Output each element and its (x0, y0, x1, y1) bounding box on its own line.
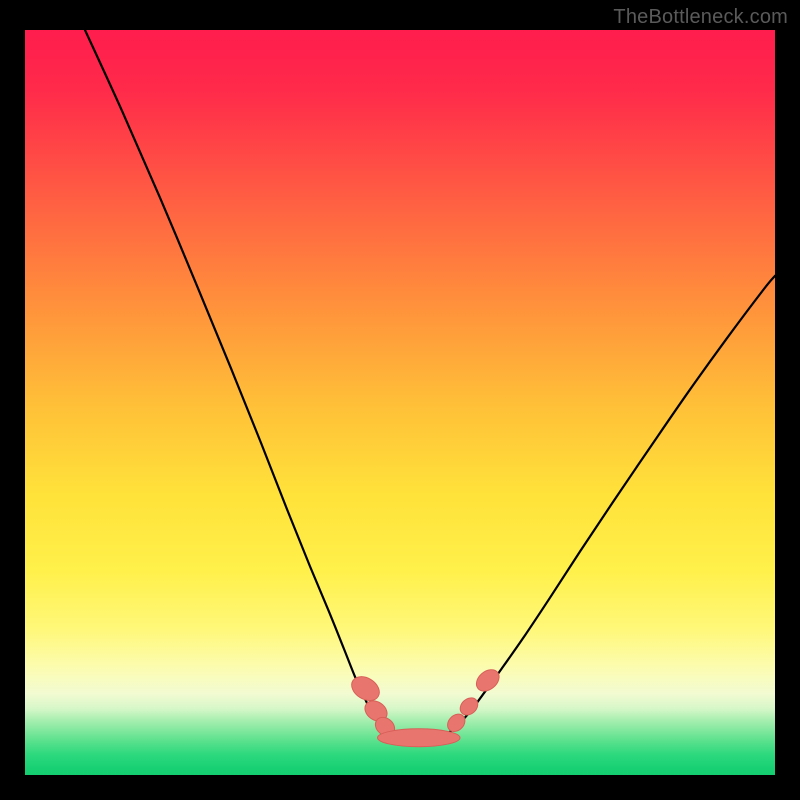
marker (378, 729, 461, 747)
markers (347, 665, 503, 746)
plot-area (25, 30, 775, 775)
watermark-text: TheBottleneck.com (613, 6, 788, 29)
curve-right (444, 276, 776, 736)
marker (347, 672, 383, 706)
marker (472, 665, 503, 695)
plot-frame (25, 30, 775, 775)
chart-curves (25, 30, 775, 775)
curve-left (85, 30, 394, 736)
